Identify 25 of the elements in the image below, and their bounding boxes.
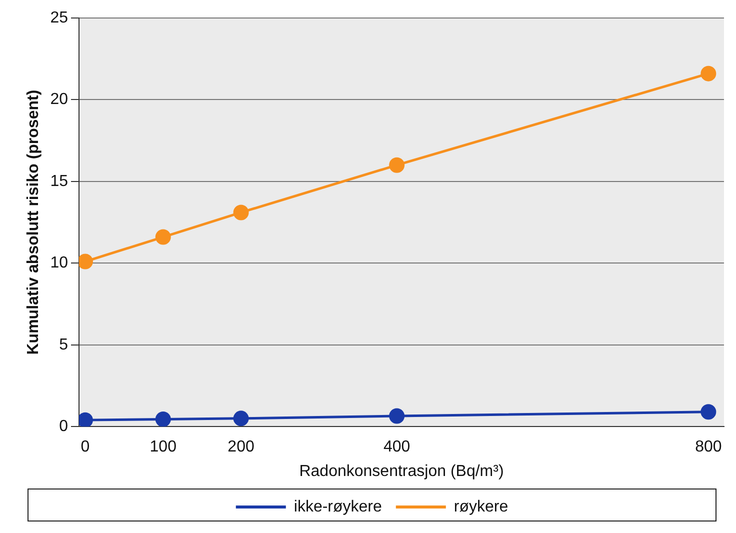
point — [389, 408, 405, 424]
point — [233, 410, 249, 426]
x-tick-label: 400 — [383, 438, 410, 456]
point — [700, 66, 716, 82]
legend-label: ikke-røykere — [294, 498, 382, 516]
point — [700, 404, 716, 420]
y-tick-label: 5 — [59, 336, 68, 354]
y-tick-label: 15 — [50, 172, 68, 190]
point — [389, 157, 405, 173]
y-axis-title: Kumulativ absolutt risiko (prosent) — [25, 90, 42, 355]
x-axis-title: Radonkonsentrasjon (Bq/m³) — [299, 462, 504, 480]
x-tick-label: 0 — [80, 438, 90, 456]
point — [155, 229, 171, 245]
legend-label: røykere — [454, 498, 508, 516]
y-tick-label: 25 — [50, 9, 68, 26]
x-tick-label: 800 — [695, 438, 722, 456]
point — [155, 411, 171, 427]
x-tick-label: 100 — [150, 438, 177, 456]
point — [78, 412, 93, 427]
y-tick-label: 10 — [50, 254, 68, 272]
y-tick-label: 0 — [59, 418, 68, 436]
point — [233, 204, 249, 220]
y-tick-label: 20 — [50, 91, 68, 108]
x-tick-label: 200 — [228, 438, 254, 456]
point — [78, 254, 93, 270]
